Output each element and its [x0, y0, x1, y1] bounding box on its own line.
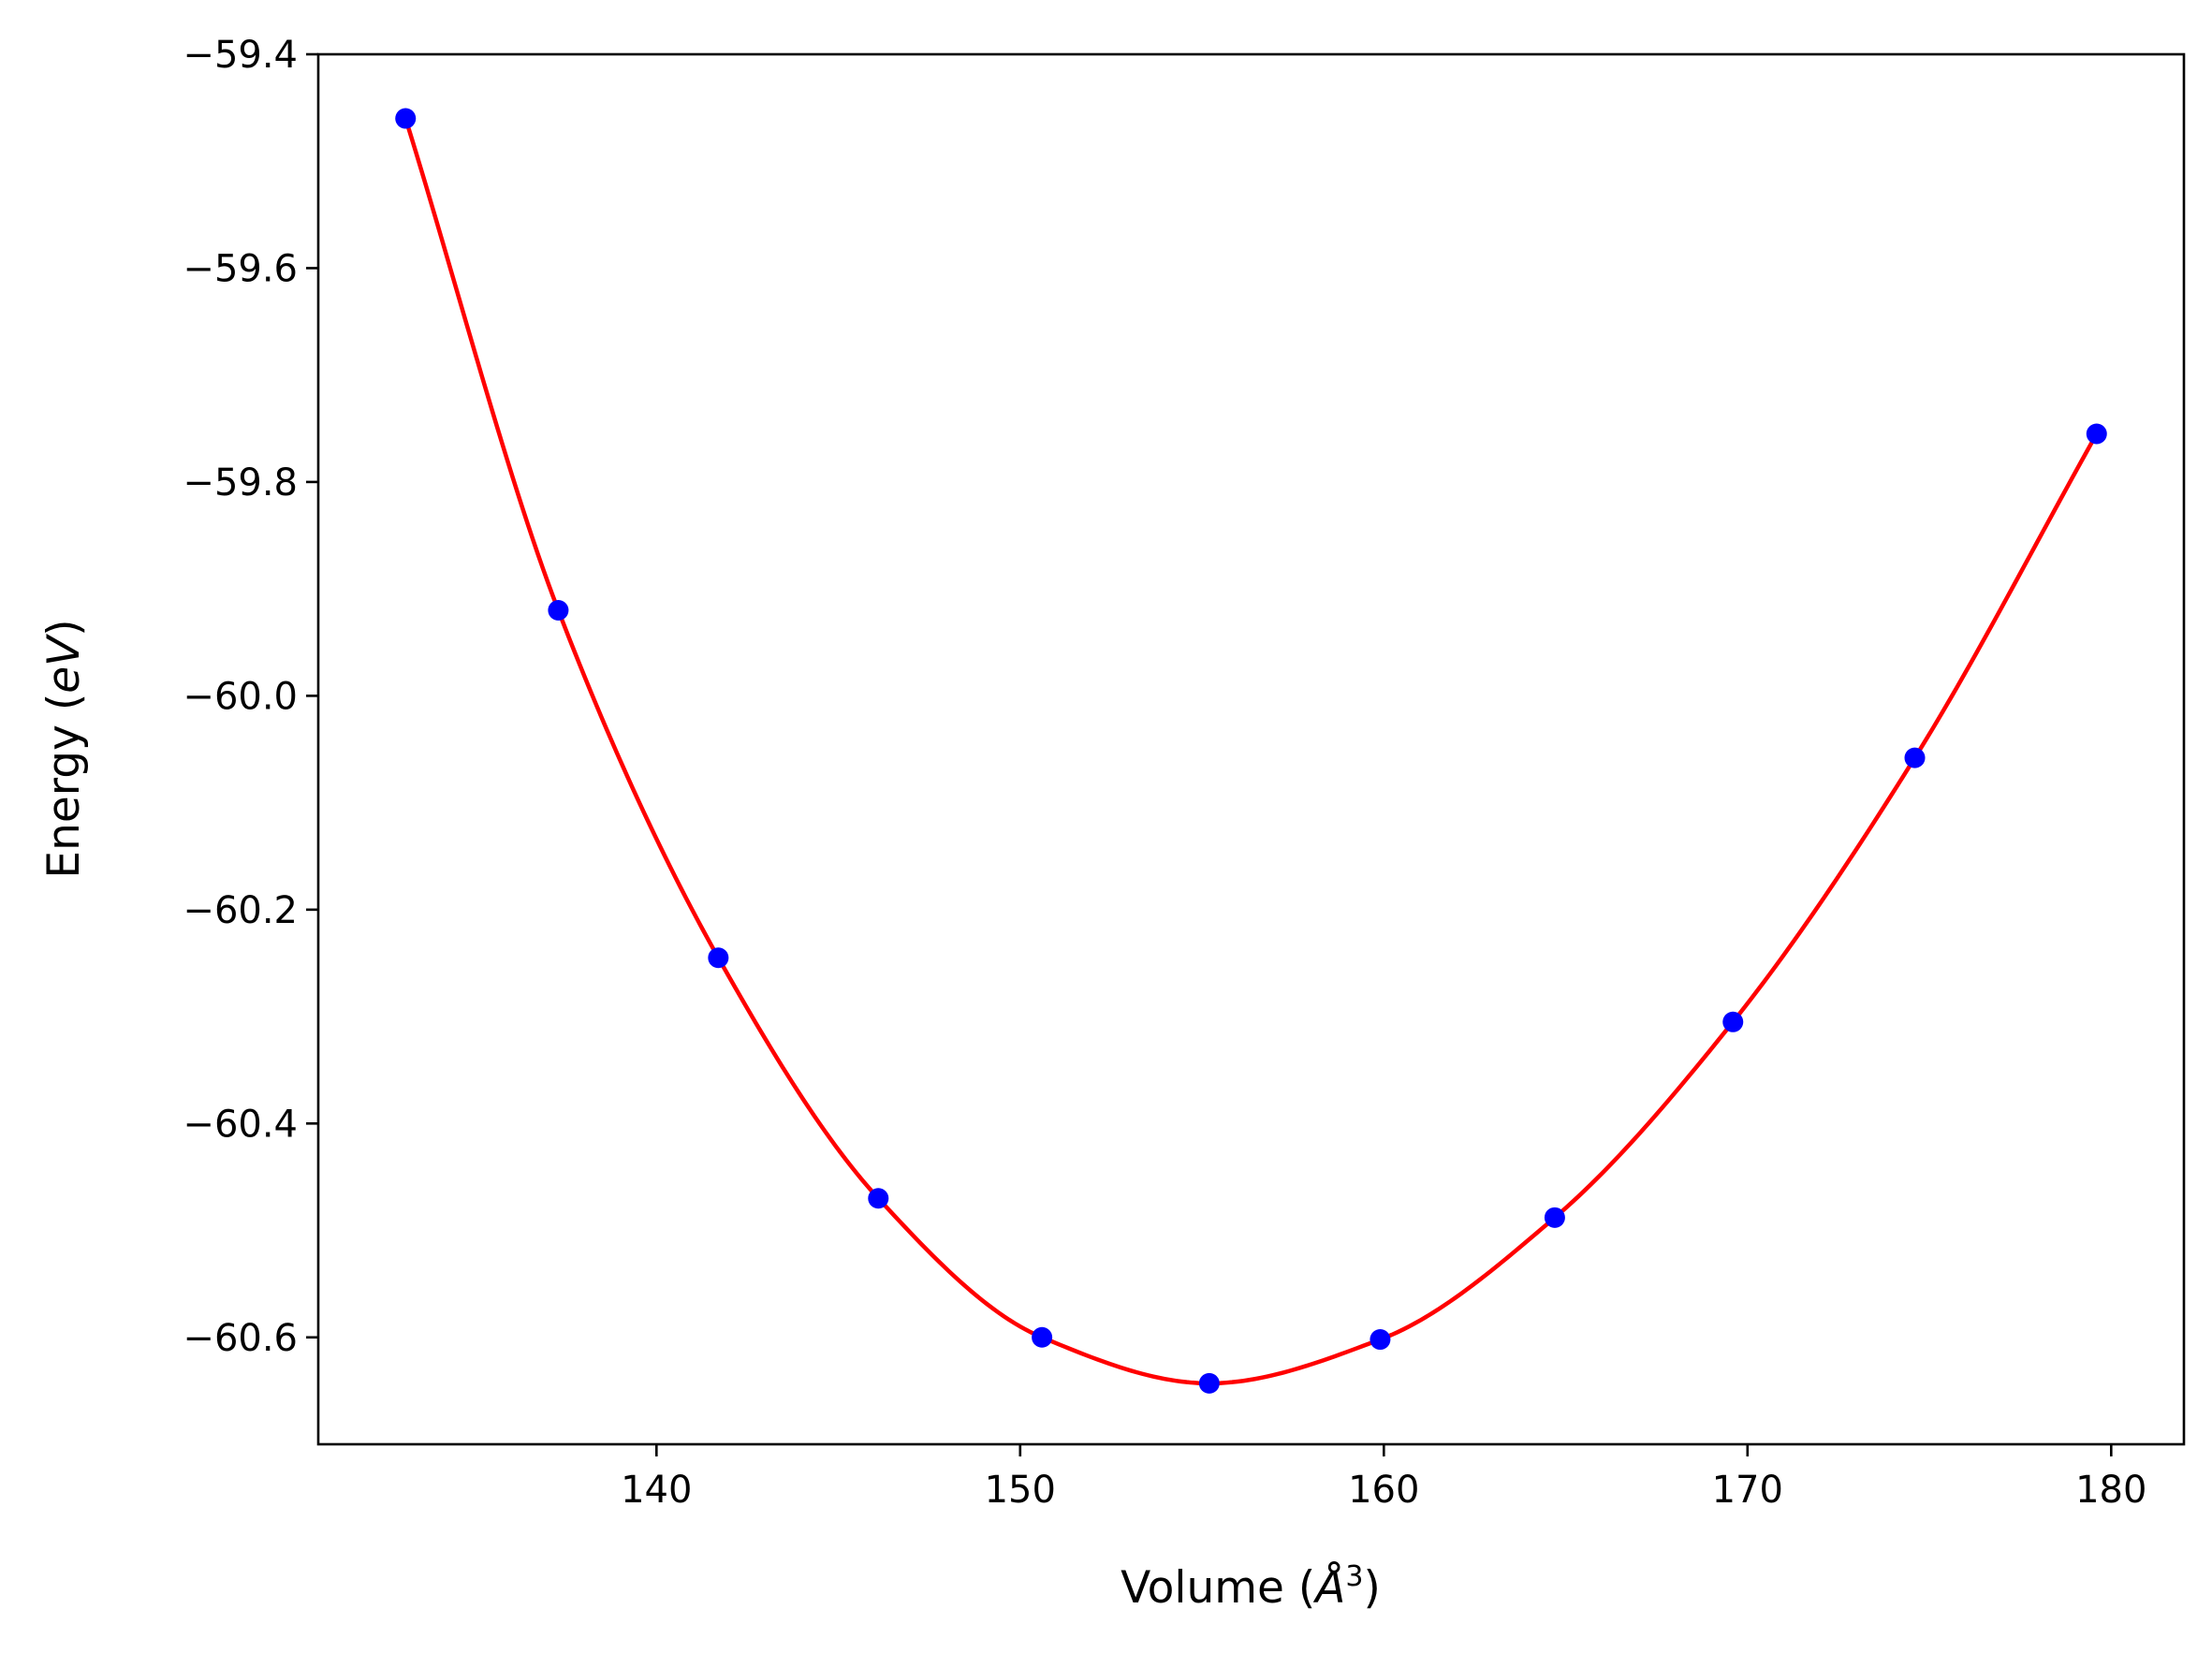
y-tick-label: −60.0	[183, 675, 298, 718]
x-axis-title: Volume (Å3)	[1121, 1560, 1381, 1614]
data-point	[868, 1188, 889, 1209]
y-axis-title-unit: eV	[38, 634, 90, 694]
x-tick-label: 160	[1348, 1469, 1419, 1512]
y-tick-label: −59.8	[183, 461, 298, 505]
data-point	[1198, 1372, 1220, 1394]
data-point	[2086, 423, 2107, 445]
y-axis-title-suffix: )	[38, 619, 90, 636]
x-tick-label: 180	[2075, 1469, 2146, 1512]
data-point	[708, 947, 729, 969]
y-axis-title: Energy (eV)	[38, 619, 90, 878]
data-point	[548, 600, 569, 621]
y-tick-label: −60.4	[183, 1103, 298, 1146]
data-point	[1544, 1207, 1565, 1228]
plot-area-frame	[316, 52, 2186, 1446]
y-tick-label: −60.6	[183, 1317, 298, 1360]
y-axis-title-prefix: Energy (	[38, 694, 90, 879]
data-point	[1722, 1011, 1744, 1032]
data-point	[1032, 1326, 1053, 1348]
x-tick-label: 140	[621, 1469, 692, 1512]
x-axis-title-sup: 3	[1345, 1560, 1363, 1593]
data-point	[1370, 1329, 1391, 1351]
x-tick-label: 150	[985, 1469, 1056, 1512]
data-point	[1904, 747, 1926, 768]
y-tick-label: −60.2	[183, 889, 298, 932]
x-axis-title-prefix: Volume (	[1121, 1562, 1315, 1614]
x-tick-label: 170	[1712, 1469, 1783, 1512]
data-point	[395, 108, 417, 129]
y-tick-label: −59.6	[183, 247, 298, 290]
y-tick-label: −59.4	[183, 34, 298, 77]
x-axis-title-unit: Å	[1312, 1562, 1345, 1614]
x-axis-title-suffix: )	[1364, 1562, 1381, 1614]
